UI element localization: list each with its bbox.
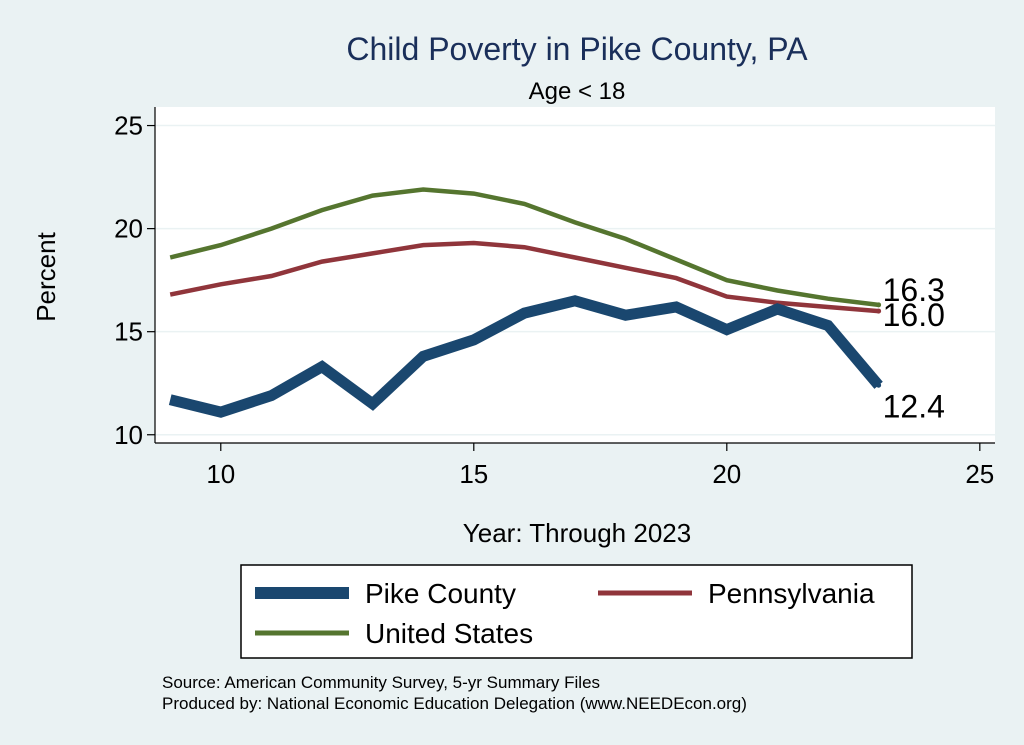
y-tick-label-20: 20 bbox=[114, 214, 143, 244]
y-axis-label: Percent bbox=[31, 231, 61, 321]
end-label-pennsylvania: 16.0 bbox=[883, 297, 945, 333]
end-labels: 12.4 16.016.3 bbox=[883, 272, 945, 424]
series-line-united-states bbox=[169, 187, 879, 308]
end-label-pike-county: 12.4 bbox=[883, 388, 945, 424]
y-tick-label-10: 10 bbox=[114, 420, 143, 450]
x-tick-label-10: 10 bbox=[206, 459, 235, 489]
y-tick-label-15: 15 bbox=[114, 317, 143, 347]
x-tick-label-25: 25 bbox=[965, 459, 994, 489]
x-axis-label: Year: Through 2023 bbox=[463, 518, 691, 548]
legend-box bbox=[240, 564, 913, 659]
series-line-pennsylvania bbox=[169, 240, 879, 314]
legend-label-pike-county: Pike County bbox=[365, 578, 516, 609]
series-line-pike-county bbox=[168, 295, 883, 418]
end-label-united-states: 16.3 bbox=[883, 272, 945, 308]
x-tick-label-15: 15 bbox=[459, 459, 488, 489]
chart-title: Child Poverty in Pike County, PA bbox=[346, 31, 808, 67]
series-end-point-united-states bbox=[876, 302, 882, 308]
y-tick-label-25: 25 bbox=[114, 111, 143, 141]
series-end-point-pennsylvania bbox=[876, 308, 882, 314]
axes: 10 15 20 25 10 15 20 25 bbox=[114, 107, 995, 489]
produced-by-note: Produced by: National Economic Education… bbox=[162, 694, 747, 713]
source-note: Source: American Community Survey, 5-yr … bbox=[162, 673, 600, 692]
chart-subtitle: Age < 18 bbox=[529, 78, 626, 105]
x-tick-label-20: 20 bbox=[712, 459, 741, 489]
legend-label-united-states: United States bbox=[365, 618, 533, 649]
gridlines bbox=[155, 124, 995, 436]
series-end-point-pike-county bbox=[876, 382, 882, 388]
series-lines bbox=[168, 187, 883, 418]
legend: Pike County Pennsylvania United States bbox=[240, 564, 913, 659]
legend-label-pennsylvania: Pennsylvania bbox=[708, 578, 875, 609]
